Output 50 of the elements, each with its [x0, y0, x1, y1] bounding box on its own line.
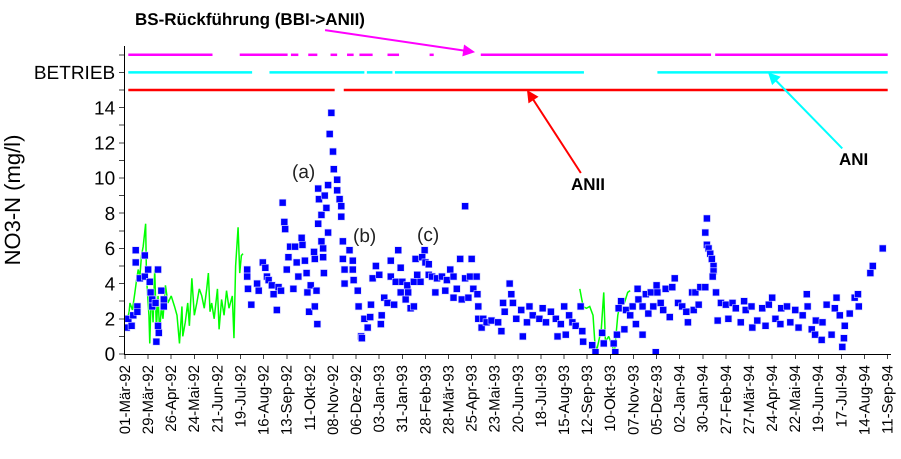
annotation: (c) [417, 225, 440, 246]
x-tick-label: 25-Apr-93 [464, 365, 481, 432]
x-tick-label: 05-Dez-93 [648, 365, 666, 436]
y-tick-label: 6 [104, 239, 116, 260]
y-tick-label: 0 [104, 344, 116, 366]
annotation: ANI [839, 150, 868, 169]
y-tick-label: 2 [104, 309, 116, 330]
x-tick-label: 29-Mär-92 [140, 365, 157, 434]
x-tick-label: 19-Jul-92 [232, 365, 250, 428]
x-tick-label: 22-Mai-94 [787, 365, 804, 433]
x-tick-label: 27-Feb-94 [718, 365, 735, 434]
y-tick-label: 4 [104, 274, 116, 296]
x-tick-label: 28-Feb-93 [417, 365, 434, 434]
x-tick-label: 11-Okt-92 [302, 365, 319, 431]
annotation: ANII [571, 175, 605, 194]
x-tick-label: 21-Jun-92 [209, 365, 226, 433]
x-tick-label: 28-Mär-93 [440, 365, 458, 434]
x-tick-label: 18-Jul-93 [532, 365, 550, 428]
y-tick-label: 8 [104, 204, 116, 225]
x-tick-label: 24-Mai-92 [186, 365, 204, 433]
y-tick-label: BETRIEB [34, 63, 116, 84]
y-tick-label: 14 [94, 98, 116, 120]
x-tick-label: 31-Jan-93 [394, 365, 412, 433]
x-tick-label: 16-Aug-92 [256, 365, 273, 436]
x-tick-label: 15-Aug-93 [556, 365, 574, 436]
x-tick-label: 14-Aug-94 [856, 365, 874, 436]
annotation: (a) [292, 162, 316, 183]
x-tick-label: 30-Jan-94 [694, 365, 712, 433]
x-tick-label: 11-Sep-94 [880, 365, 897, 434]
x-tick-label: 10-Okt-93 [602, 365, 620, 432]
x-tick-label: 02-Jan-94 [672, 365, 689, 433]
y-tick-label: 10 [94, 168, 116, 190]
x-tick-label: 08-Nov-92 [324, 365, 342, 436]
x-tick-label: 13-Sep-92 [278, 365, 296, 436]
x-tick-label: 06-Dez-92 [348, 365, 365, 436]
y-axis-title: NO3-N (mg/l) [0, 134, 25, 266]
x-tick-label: 27-Mär-94 [740, 365, 758, 434]
x-tick-label: 26-Apr-92 [163, 365, 180, 432]
y-tick-label: 12 [94, 133, 116, 154]
x-tick-label: 17-Jul-94 [833, 365, 850, 428]
x-tick-label: 19-Jun-94 [810, 365, 828, 433]
x-tick-label: 12-Sep-93 [579, 365, 596, 436]
annotation: (b) [353, 226, 376, 247]
x-tick-label: 20-Jun-93 [510, 365, 527, 433]
text: BS-Rückführung (BBI->ANII) [135, 10, 365, 29]
x-tick-label: 23-Mai-93 [486, 365, 504, 433]
x-tick-label: 07-Nov-93 [625, 365, 642, 436]
x-tick-label: 03-Jan-93 [371, 365, 388, 433]
x-tick-label: 01-Mär-92 [116, 365, 134, 434]
x-tick-label: 24-Apr-94 [764, 365, 782, 432]
